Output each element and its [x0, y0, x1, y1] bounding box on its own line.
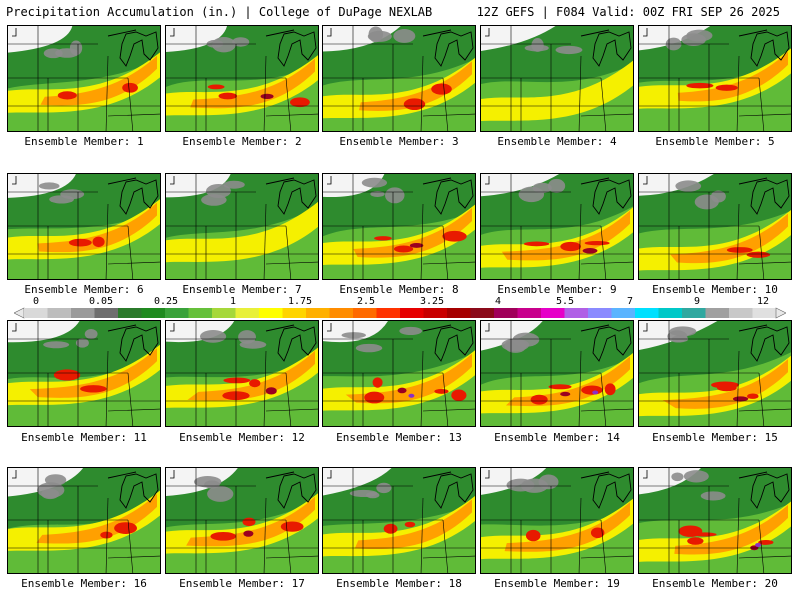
ensemble-member-map — [480, 173, 634, 280]
ensemble-member-map — [322, 467, 476, 574]
ensemble-member-map — [7, 320, 161, 427]
ensemble-member-map — [638, 173, 792, 280]
ensemble-member-map — [638, 25, 792, 132]
colorbar-tick-label: 0.25 — [153, 296, 179, 307]
ensemble-member-label: Ensemble Member: 1 — [24, 135, 144, 148]
ensemble-member-map — [322, 25, 476, 132]
ensemble-member-label: Ensemble Member: 15 — [652, 431, 778, 444]
ensemble-member-label: Ensemble Member: 12 — [179, 431, 305, 444]
colorbar-swatch — [94, 308, 119, 318]
ensemble-member-map — [165, 25, 319, 132]
model-valid-time: 12Z GEFS | F084 Valid: 00Z FRI SEP 26 20… — [476, 5, 780, 19]
ensemble-member-map — [7, 467, 161, 574]
colorbar-tick-label: 2.5 — [356, 296, 376, 307]
colorbar-swatch — [259, 308, 283, 318]
colorbar-swatch — [564, 308, 589, 318]
precipitation-colorbar — [14, 307, 786, 319]
colorbar-swatch — [635, 308, 659, 318]
colorbar-tick-label: 5.5 — [555, 296, 575, 307]
ensemble-member-map — [7, 173, 161, 280]
colorbar-max-arrow — [775, 307, 786, 319]
ensemble-member-label: Ensemble Member: 10 — [652, 283, 778, 296]
colorbar-swatch — [729, 308, 753, 318]
ensemble-member-map — [638, 320, 792, 427]
colorbar-swatch — [165, 308, 189, 318]
ensemble-member-label: Ensemble Member: 9 — [497, 283, 617, 296]
colorbar-swatch — [353, 308, 377, 318]
ensemble-member-label: Ensemble Member: 6 — [24, 283, 144, 296]
ensemble-member-map — [480, 320, 634, 427]
colorbar-swatch — [517, 308, 542, 318]
colorbar-swatch — [71, 308, 95, 318]
ensemble-member-label: Ensemble Member: 11 — [21, 431, 147, 444]
colorbar-swatch — [235, 308, 260, 318]
colorbar-swatch — [24, 308, 48, 318]
ensemble-member-label: Ensemble Member: 3 — [339, 135, 459, 148]
ensemble-member-label: Ensemble Member: 2 — [182, 135, 302, 148]
colorbar-swatch — [423, 308, 448, 318]
colorbar-swatch — [588, 308, 612, 318]
colorbar-swatch — [329, 308, 354, 318]
ensemble-member-label: Ensemble Member: 18 — [336, 577, 462, 590]
ensemble-member-map — [480, 25, 634, 132]
colorbar-tick-label: 1 — [229, 296, 237, 307]
colorbar-swatch — [494, 308, 518, 318]
colorbar-swatch — [611, 308, 636, 318]
ensemble-member-label: Ensemble Member: 19 — [494, 577, 620, 590]
colorbar-swatch — [752, 308, 777, 318]
colorbar-swatch — [47, 308, 72, 318]
colorbar-swatch — [141, 308, 166, 318]
ensemble-member-map — [165, 467, 319, 574]
colorbar-swatch — [400, 308, 424, 318]
colorbar-tick-label: 1.75 — [287, 296, 313, 307]
colorbar-tick-label: 7 — [626, 296, 634, 307]
colorbar-swatch — [118, 308, 142, 318]
colorbar-tick-label: 12 — [756, 296, 770, 307]
colorbar-swatch — [447, 308, 471, 318]
ensemble-member-map — [165, 320, 319, 427]
colorbar-tick-label: 4 — [494, 296, 502, 307]
ensemble-member-map — [165, 173, 319, 280]
ensemble-member-label: Ensemble Member: 4 — [497, 135, 617, 148]
colorbar-tick-label: 9 — [693, 296, 701, 307]
colorbar-swatch — [682, 308, 706, 318]
ensemble-member-label: Ensemble Member: 8 — [339, 283, 459, 296]
ensemble-member-map — [638, 467, 792, 574]
map-title: Precipitation Accumulation (in.) | Colle… — [6, 5, 433, 19]
colorbar-swatch — [470, 308, 495, 318]
colorbar-swatch — [212, 308, 236, 318]
ensemble-member-label: Ensemble Member: 7 — [182, 283, 302, 296]
colorbar-tick-label: 0.05 — [88, 296, 114, 307]
ensemble-member-map — [7, 25, 161, 132]
ensemble-member-map — [322, 173, 476, 280]
colorbar-swatch — [376, 308, 401, 318]
ensemble-member-label: Ensemble Member: 16 — [21, 577, 147, 590]
ensemble-member-label: Ensemble Member: 13 — [336, 431, 462, 444]
ensemble-member-label: Ensemble Member: 17 — [179, 577, 305, 590]
colorbar-swatch — [188, 308, 213, 318]
colorbar-tick-label: 3.25 — [419, 296, 445, 307]
colorbar-swatch — [306, 308, 330, 318]
colorbar-min-arrow — [14, 307, 25, 319]
colorbar-swatch — [282, 308, 307, 318]
colorbar-swatch — [705, 308, 730, 318]
ensemble-member-label: Ensemble Member: 5 — [655, 135, 775, 148]
ensemble-member-map — [322, 320, 476, 427]
colorbar-swatch — [541, 308, 565, 318]
ensemble-member-map — [480, 467, 634, 574]
ensemble-member-label: Ensemble Member: 20 — [652, 577, 778, 590]
colorbar-tick-label: 0 — [32, 296, 40, 307]
ensemble-member-label: Ensemble Member: 14 — [494, 431, 620, 444]
colorbar-swatch — [658, 308, 683, 318]
